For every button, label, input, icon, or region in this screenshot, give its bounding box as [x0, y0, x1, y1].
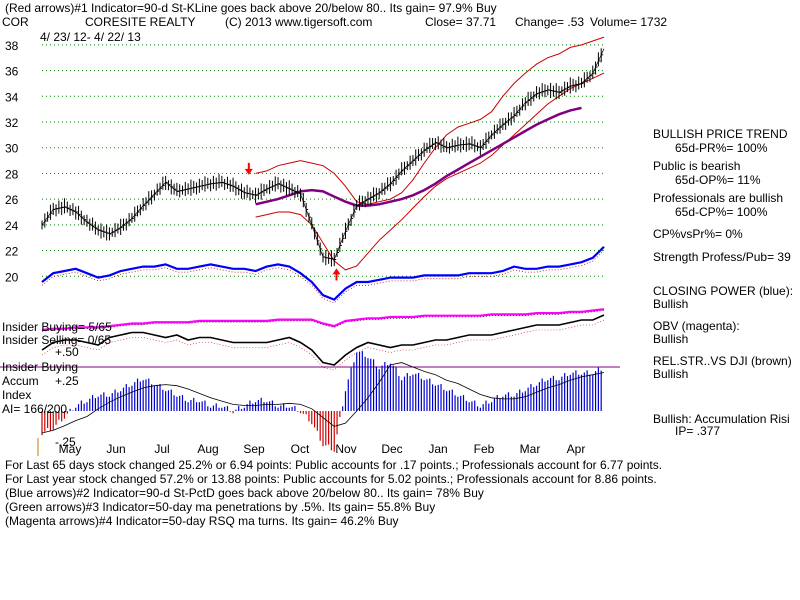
- accumulation-status: Bullish: Accumulation Risi: [653, 412, 790, 426]
- volume-value: Volume= 1732: [590, 15, 668, 29]
- plus25-label: +.25: [55, 374, 79, 388]
- y-tick-26: 26: [5, 193, 19, 207]
- y-tick-30: 30: [5, 142, 19, 156]
- obv-ma-line: [41, 310, 605, 332]
- insider-selling: Insider Selling= 0/65: [2, 333, 112, 347]
- footer-magenta-arrows: (Magenta arrows)#4 Indicator=50-day RSQ …: [5, 514, 399, 528]
- upper-band-line: [255, 36, 605, 205]
- closing-power-line: [41, 246, 605, 301]
- change-value: Change= .53: [515, 15, 585, 29]
- y-tick-20: 20: [5, 270, 19, 284]
- bands: [255, 36, 605, 271]
- month-label-feb: Feb: [474, 442, 495, 456]
- relstr-label: REL.STR..VS DJI (brown): [653, 354, 792, 368]
- accum-average-line: [41, 362, 605, 434]
- professionals-status: Professionals are bullish: [653, 191, 784, 205]
- cp-vs-pr: CP%vsPr%= 0%: [653, 227, 743, 241]
- relstr-ma-line: [41, 319, 605, 371]
- y-tick-28: 28: [5, 167, 19, 181]
- month-label-jan: Jan: [428, 442, 447, 456]
- closing-power-value: Bullish: [653, 297, 689, 311]
- y-axis-ticks: 20 22 24 26 28 30 32 34 36 38: [5, 39, 19, 284]
- y-tick-22: 22: [5, 245, 19, 259]
- month-label-apr: Apr: [567, 442, 586, 456]
- lower-band-line: [255, 72, 605, 271]
- moving-average: [255, 106, 582, 207]
- header-indicator-line: (Red arrows)#1 Indicator=90-d St-KLine g…: [5, 1, 497, 15]
- price-bars: [41, 48, 605, 267]
- month-label-mar: Mar: [520, 442, 541, 456]
- month-label-may: May: [59, 442, 82, 456]
- y-tick-34: 34: [5, 90, 19, 104]
- index-label: Index: [2, 388, 32, 402]
- month-label-aug: Aug: [197, 442, 218, 456]
- public-status: Public is bearish: [653, 159, 741, 173]
- footer-blue-arrows: (Blue arrows)#2 Indicator=90-d St-PctD g…: [5, 486, 484, 500]
- y-tick-32: 32: [5, 116, 19, 130]
- cp-value: 65d-CP%= 100%: [675, 205, 768, 219]
- date-range: 4/ 23/ 12- 4/ 22/ 13: [40, 30, 141, 44]
- y-tick-38: 38: [5, 39, 19, 53]
- footer-green-arrows: (Green arrows)#3 Indicator=50-day ma pen…: [5, 500, 436, 514]
- pr-value: 65d-PR%= 100%: [675, 141, 768, 155]
- minus25-label: -.25: [55, 435, 76, 449]
- month-label-oct: Oct: [291, 442, 310, 456]
- sell-arrow-icon: [244, 168, 253, 175]
- closing-power-label: CLOSING POWER (blue):: [653, 284, 794, 298]
- relstr-line: [41, 314, 605, 366]
- op-value: 65d-OP%= 11%: [675, 173, 761, 187]
- month-label-dec: Dec: [381, 442, 402, 456]
- grid-lines: [0, 44, 620, 456]
- obv-value: Bullish: [653, 332, 689, 346]
- company-name: CORESITE REALTY: [85, 15, 196, 29]
- ticker-symbol: COR: [2, 15, 29, 29]
- bullish-price-trend: BULLISH PRICE TREND: [653, 127, 788, 141]
- strength-ratio: Strength Profess/Pub= 39: [653, 250, 791, 264]
- footer-65day: For Last 65 days stock changed 25.2% or …: [5, 458, 663, 472]
- y-tick-36: 36: [5, 65, 19, 79]
- signal-arrows: [244, 162, 341, 281]
- month-labels: May Jun Jul Aug Sep Oct Nov Dec Jan Feb Mar Apr: [59, 442, 586, 456]
- relstr-value: Bullish: [653, 367, 689, 381]
- indicator-lines: [41, 246, 605, 371]
- month-label-jun: Jun: [106, 442, 125, 456]
- accumulation-histogram: [41, 351, 605, 452]
- footer-year: For Last year stock changed 57.2% or 13.…: [5, 472, 657, 486]
- buy-arrow-icon: [332, 268, 341, 275]
- obv-label: OBV (magenta):: [653, 319, 740, 333]
- insider-buying: Insider Buying= 5/65: [2, 320, 112, 334]
- plus50-label: +.50: [55, 345, 79, 359]
- accum-label: Accum: [2, 374, 39, 388]
- ai-label: AI= 166/200: [2, 402, 68, 416]
- month-label-nov: Nov: [335, 442, 356, 456]
- insider-buying-label: Insider Buying: [2, 360, 79, 374]
- obv-line: [41, 308, 605, 332]
- close-value: Close= 37.71: [425, 15, 497, 29]
- month-label-jul: Jul: [154, 442, 169, 456]
- y-tick-24: 24: [5, 219, 19, 233]
- ip-value: IP= .377: [675, 424, 721, 438]
- copyright: (C) 2013 www.tigersoft.com: [225, 15, 373, 29]
- moving-average-line: [255, 106, 582, 207]
- month-label-sep: Sep: [243, 442, 265, 456]
